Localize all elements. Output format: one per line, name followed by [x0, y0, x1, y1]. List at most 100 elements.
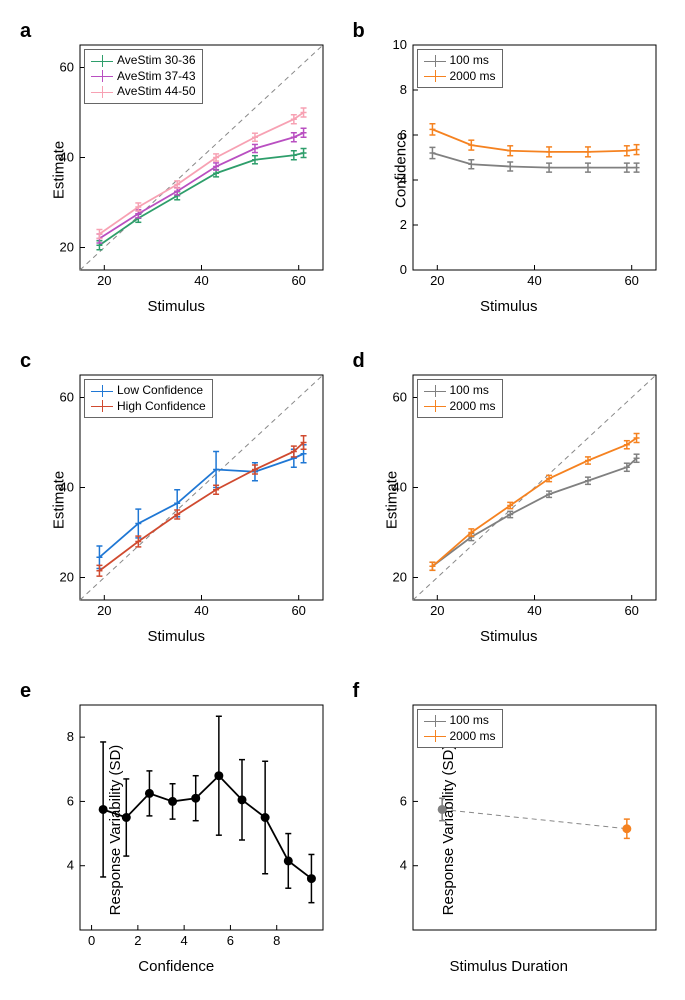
svg-text:40: 40	[194, 603, 208, 618]
svg-text:20: 20	[97, 273, 111, 288]
legend-marker-icon	[91, 55, 113, 67]
legend-item: 2000 ms	[424, 729, 496, 745]
svg-text:20: 20	[97, 603, 111, 618]
xlabel-e: Confidence	[138, 958, 214, 975]
legend-marker-icon	[91, 400, 113, 412]
plot-a: 204060204060AveStim 30-36AveStim 37-43Av…	[80, 45, 323, 270]
xlabel-c: Stimulus	[147, 628, 205, 645]
panel-label-d: d	[353, 350, 365, 373]
legend-label: 2000 ms	[450, 399, 496, 415]
panel-label-f: f	[353, 680, 360, 703]
svg-text:60: 60	[392, 390, 406, 405]
xlabel-b: Stimulus	[480, 298, 538, 315]
legend-item: AveStim 44-50	[91, 84, 196, 100]
svg-text:4: 4	[399, 858, 406, 873]
xlabel-a: Stimulus	[147, 298, 205, 315]
legend-marker-icon	[424, 715, 446, 727]
panel-label-c: c	[20, 350, 31, 373]
svg-text:60: 60	[60, 60, 74, 75]
svg-text:6: 6	[399, 127, 406, 142]
legend-label: 100 ms	[450, 383, 489, 399]
svg-text:40: 40	[194, 273, 208, 288]
plot-e: 02468468	[80, 705, 323, 930]
legend-item: 2000 ms	[424, 399, 496, 415]
legend-item: 100 ms	[424, 383, 496, 399]
svg-text:10: 10	[392, 37, 406, 52]
legend-item: AveStim 30-36	[91, 53, 196, 69]
ylabel-b: Confidence	[392, 132, 409, 208]
svg-text:40: 40	[60, 150, 74, 165]
legend-label: 100 ms	[450, 53, 489, 69]
panel-label-a: a	[20, 20, 31, 43]
svg-text:8: 8	[67, 729, 74, 744]
legend: 100 ms2000 ms	[417, 379, 503, 418]
svg-text:0: 0	[399, 262, 406, 277]
svg-text:40: 40	[527, 603, 541, 618]
plot-c: 204060204060Low ConfidenceHigh Confidenc…	[80, 375, 323, 600]
panel-b: b Confidence Stimulus 2040600246810100 m…	[353, 20, 666, 320]
svg-text:60: 60	[291, 603, 305, 618]
svg-text:4: 4	[181, 933, 188, 948]
legend-label: High Confidence	[117, 399, 206, 415]
svg-text:4: 4	[399, 172, 406, 187]
plot-f: 46100 ms2000 ms	[413, 705, 656, 930]
svg-text:2: 2	[134, 933, 141, 948]
svg-text:60: 60	[291, 273, 305, 288]
legend-item: Low Confidence	[91, 383, 206, 399]
panel-label-e: e	[20, 680, 31, 703]
legend-item: High Confidence	[91, 399, 206, 415]
panel-e: e Response Variability (SD) Confidence 0…	[20, 680, 333, 980]
xlabel-f: Stimulus Duration	[450, 958, 568, 975]
svg-text:60: 60	[624, 603, 638, 618]
xlabel-d: Stimulus	[480, 628, 538, 645]
svg-text:20: 20	[430, 603, 444, 618]
svg-text:8: 8	[399, 82, 406, 97]
legend-item: 100 ms	[424, 713, 496, 729]
legend: 100 ms2000 ms	[417, 49, 503, 88]
legend-item: 2000 ms	[424, 69, 496, 85]
legend-label: 100 ms	[450, 713, 489, 729]
svg-text:6: 6	[399, 793, 406, 808]
svg-text:20: 20	[430, 273, 444, 288]
svg-text:4: 4	[67, 858, 74, 873]
svg-text:40: 40	[60, 480, 74, 495]
svg-text:20: 20	[60, 570, 74, 585]
legend-marker-icon	[424, 730, 446, 742]
legend-label: 2000 ms	[450, 729, 496, 745]
legend-label: AveStim 30-36	[117, 53, 196, 69]
svg-text:0: 0	[88, 933, 95, 948]
svg-text:20: 20	[392, 570, 406, 585]
svg-text:8: 8	[273, 933, 280, 948]
legend-label: Low Confidence	[117, 383, 203, 399]
svg-text:60: 60	[60, 390, 74, 405]
plot-d: 204060204060100 ms2000 ms	[413, 375, 656, 600]
legend-marker-icon	[91, 70, 113, 82]
plot-b: 2040600246810100 ms2000 ms	[413, 45, 656, 270]
legend-label: AveStim 37-43	[117, 69, 196, 85]
legend-marker-icon	[424, 55, 446, 67]
panel-a: a Estimate Stimulus 204060204060AveStim …	[20, 20, 333, 320]
legend-marker-icon	[424, 385, 446, 397]
legend: 100 ms2000 ms	[417, 709, 503, 748]
legend: AveStim 30-36AveStim 37-43AveStim 44-50	[84, 49, 203, 104]
legend-marker-icon	[91, 385, 113, 397]
legend: Low ConfidenceHigh Confidence	[84, 379, 213, 418]
legend-item: AveStim 37-43	[91, 69, 196, 85]
legend-marker-icon	[424, 400, 446, 412]
panel-f: f Response Variability (SD) Stimulus Dur…	[353, 680, 666, 980]
svg-text:20: 20	[60, 240, 74, 255]
panel-c: c Estimate Stimulus 204060204060Low Conf…	[20, 350, 333, 650]
panel-label-b: b	[353, 20, 365, 43]
figure-grid: a Estimate Stimulus 204060204060AveStim …	[20, 20, 665, 980]
svg-text:60: 60	[624, 273, 638, 288]
legend-marker-icon	[91, 86, 113, 98]
panel-d: d Estimate Stimulus 204060204060100 ms20…	[353, 350, 666, 650]
svg-text:2: 2	[399, 217, 406, 232]
svg-text:6: 6	[227, 933, 234, 948]
legend-label: 2000 ms	[450, 69, 496, 85]
svg-text:40: 40	[527, 273, 541, 288]
legend-item: 100 ms	[424, 53, 496, 69]
svg-text:6: 6	[67, 793, 74, 808]
chart-svg: 02468468	[80, 705, 323, 930]
legend-label: AveStim 44-50	[117, 84, 196, 100]
